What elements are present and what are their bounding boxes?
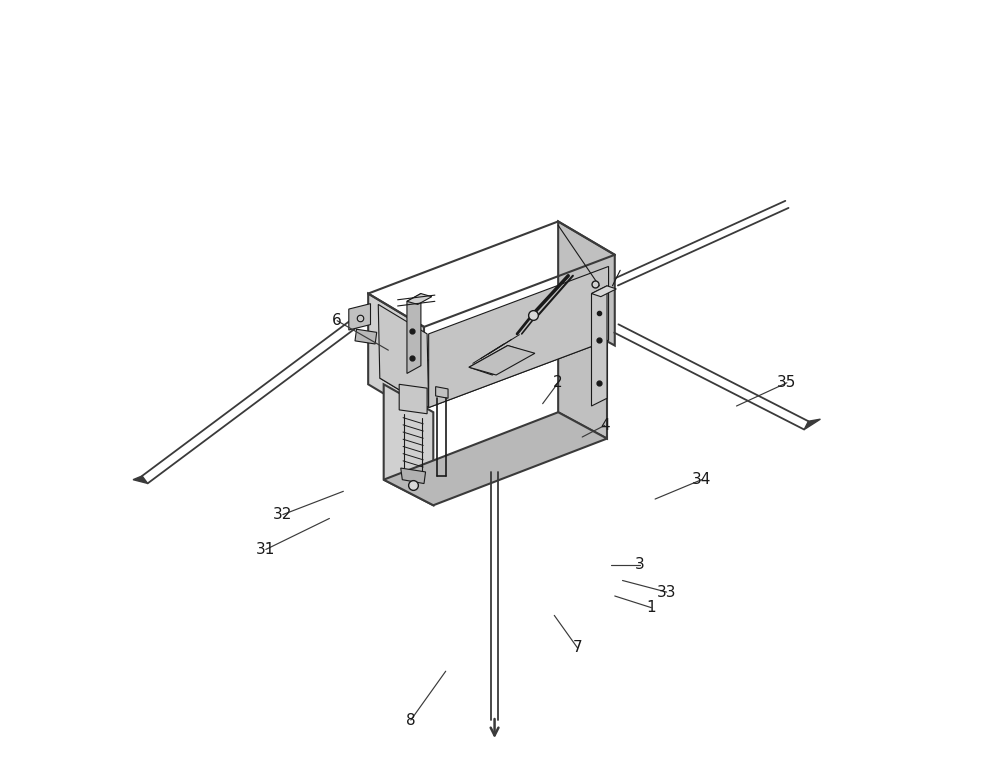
- Text: 31: 31: [256, 542, 276, 557]
- Text: 4: 4: [600, 418, 609, 433]
- Polygon shape: [355, 330, 377, 344]
- Polygon shape: [558, 222, 615, 345]
- Polygon shape: [349, 304, 371, 330]
- Text: 6: 6: [332, 313, 342, 328]
- Polygon shape: [429, 266, 609, 408]
- Polygon shape: [380, 311, 609, 408]
- Text: 35: 35: [777, 375, 797, 390]
- Text: 2: 2: [553, 375, 563, 390]
- Polygon shape: [399, 384, 427, 414]
- Polygon shape: [368, 294, 424, 418]
- Text: 3: 3: [635, 558, 644, 572]
- Polygon shape: [378, 305, 429, 408]
- Polygon shape: [407, 294, 432, 305]
- Polygon shape: [592, 286, 616, 297]
- Text: 32: 32: [273, 507, 293, 522]
- Text: 33: 33: [657, 585, 676, 600]
- Text: 8: 8: [406, 712, 416, 728]
- Polygon shape: [469, 345, 535, 375]
- Polygon shape: [469, 345, 531, 375]
- Polygon shape: [592, 286, 607, 406]
- Polygon shape: [558, 315, 607, 439]
- Polygon shape: [407, 294, 421, 373]
- Text: 34: 34: [692, 473, 711, 487]
- Polygon shape: [384, 384, 433, 505]
- Polygon shape: [384, 412, 607, 505]
- Polygon shape: [401, 468, 426, 483]
- Polygon shape: [804, 419, 820, 430]
- Text: 7: 7: [573, 640, 582, 655]
- Polygon shape: [436, 387, 448, 398]
- Polygon shape: [133, 476, 148, 483]
- Text: 1: 1: [646, 600, 656, 615]
